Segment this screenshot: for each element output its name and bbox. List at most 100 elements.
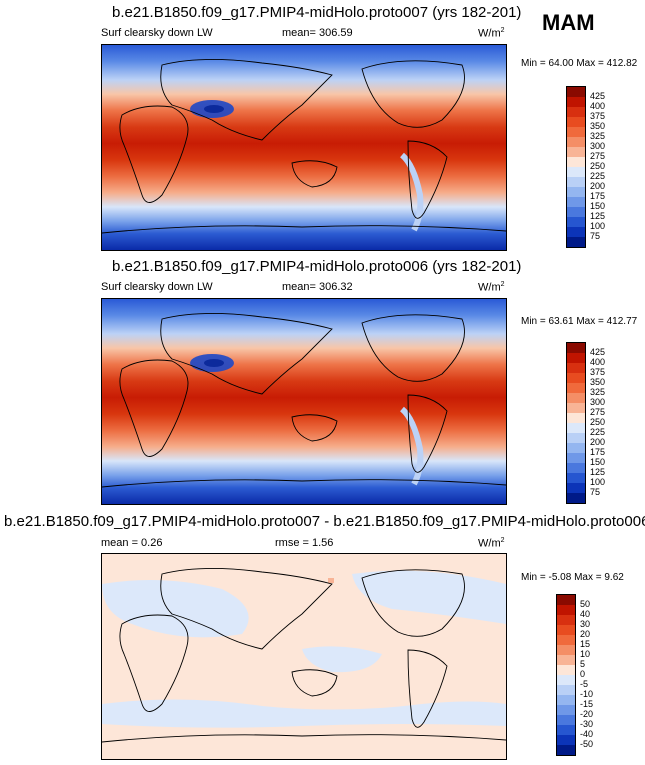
colorbar-label: 375	[590, 111, 606, 121]
colorbar-label: 225	[590, 427, 606, 437]
panel2-units: W/m2	[478, 281, 505, 294]
colorbar-label: -20	[580, 709, 594, 719]
colorbar-swatch	[557, 615, 575, 625]
colorbar-label: 20	[580, 629, 591, 639]
colorbar-label: 425	[590, 91, 606, 101]
colorbar-swatch	[557, 675, 575, 685]
colorbar-label: 15	[580, 639, 591, 649]
colorbar-label: -30	[580, 719, 594, 729]
colorbar-label: -40	[580, 729, 594, 739]
colorbar-swatch	[567, 147, 585, 157]
colorbar-label: 325	[590, 387, 606, 397]
colorbar-swatch	[567, 157, 585, 167]
colorbar-swatch	[567, 433, 585, 443]
colorbar-swatch	[557, 695, 575, 705]
colorbar-label: 75	[590, 487, 601, 497]
colorbar-swatch	[567, 393, 585, 403]
panel1-minmax: Min = 64.00 Max = 412.82	[521, 58, 638, 69]
season-label: MAM	[542, 10, 595, 35]
colorbar-swatch	[567, 493, 585, 503]
colorbar-swatch	[557, 705, 575, 715]
panel3-rmse-label: rmse = 1.56	[275, 537, 334, 549]
panel1-colorbar-swatches	[566, 86, 586, 248]
colorbar-label: -15	[580, 699, 594, 709]
colorbar-swatch	[567, 237, 585, 247]
colorbar-label: 10	[580, 649, 591, 659]
colorbar-swatch	[557, 595, 575, 605]
colorbar-swatch	[567, 217, 585, 227]
colorbar-label: 150	[590, 201, 606, 211]
colorbar-swatch	[567, 227, 585, 237]
colorbar-label: 175	[590, 447, 606, 457]
colorbar-label: 40	[580, 609, 591, 619]
colorbar-swatch	[567, 197, 585, 207]
panel1-map	[101, 44, 507, 251]
colorbar-swatch	[567, 97, 585, 107]
panel2-colorbar-swatches	[566, 342, 586, 504]
colorbar-swatch	[557, 655, 575, 665]
colorbar-label: 300	[590, 141, 606, 151]
colorbar-label: 150	[590, 457, 606, 467]
colorbar-label: 225	[590, 171, 606, 181]
colorbar-label: 400	[590, 101, 606, 111]
colorbar-swatch	[567, 117, 585, 127]
colorbar-label: 125	[590, 211, 606, 221]
panel3-map-field	[102, 554, 506, 759]
colorbar-swatch	[567, 403, 585, 413]
colorbar-label: 300	[590, 397, 606, 407]
colorbar-swatch	[557, 625, 575, 635]
colorbar-label: 125	[590, 467, 606, 477]
panel3-units: W/m2	[478, 537, 505, 550]
colorbar-swatch	[567, 107, 585, 117]
colorbar-label: 200	[590, 181, 606, 191]
colorbar-label: 50	[580, 599, 591, 609]
colorbar-label: 100	[590, 221, 606, 231]
colorbar-swatch	[567, 363, 585, 373]
colorbar-swatch	[557, 635, 575, 645]
panel1-left-label: Surf clearsky down LW	[101, 27, 213, 39]
colorbar-swatch	[567, 413, 585, 423]
panel1-mean-label: mean= 306.59	[282, 27, 353, 39]
colorbar-swatch	[557, 605, 575, 615]
colorbar-swatch	[567, 383, 585, 393]
panel3-title: b.e21.B1850.f09_g17.PMIP4-midHolo.proto0…	[4, 513, 645, 530]
panel2-map-field	[102, 299, 506, 504]
colorbar-label: 250	[590, 417, 606, 427]
colorbar-label: 275	[590, 407, 606, 417]
colorbar-swatch	[567, 187, 585, 197]
colorbar-label: 325	[590, 131, 606, 141]
colorbar-swatch	[567, 453, 585, 463]
colorbar-swatch	[567, 167, 585, 177]
colorbar-swatch	[567, 343, 585, 353]
colorbar-swatch	[557, 745, 575, 755]
panel2-mean-label: mean= 306.32	[282, 281, 353, 293]
colorbar-swatch	[557, 715, 575, 725]
colorbar-swatch	[567, 127, 585, 137]
panel3-map	[101, 553, 507, 760]
panel2-title: b.e21.B1850.f09_g17.PMIP4-midHolo.proto0…	[112, 258, 522, 275]
colorbar-swatch	[557, 725, 575, 735]
colorbar-label: 350	[590, 121, 606, 131]
panel1-title: b.e21.B1850.f09_g17.PMIP4-midHolo.proto0…	[112, 4, 522, 21]
colorbar-swatch	[567, 87, 585, 97]
colorbar-swatch	[557, 645, 575, 655]
colorbar-label: -50	[580, 739, 594, 749]
colorbar-label: 350	[590, 377, 606, 387]
colorbar-label: 30	[580, 619, 591, 629]
colorbar-label: 75	[590, 231, 601, 241]
colorbar-label: 400	[590, 357, 606, 367]
colorbar-label: 5	[580, 659, 586, 669]
colorbar-swatch	[557, 665, 575, 675]
colorbar-label: 200	[590, 437, 606, 447]
colorbar-label: 250	[590, 161, 606, 171]
panel2-minmax: Min = 63.61 Max = 412.77	[521, 316, 638, 327]
colorbar-swatch	[557, 735, 575, 745]
panel3-minmax: Min = -5.08 Max = 9.62	[521, 572, 624, 583]
colorbar-label: -5	[580, 679, 589, 689]
colorbar-label: 425	[590, 347, 606, 357]
panel3-colorbar-swatches	[556, 594, 576, 756]
colorbar-swatch	[567, 483, 585, 493]
colorbar-label: 100	[590, 477, 606, 487]
panel2-map	[101, 298, 507, 505]
colorbar-label: 0	[580, 669, 586, 679]
